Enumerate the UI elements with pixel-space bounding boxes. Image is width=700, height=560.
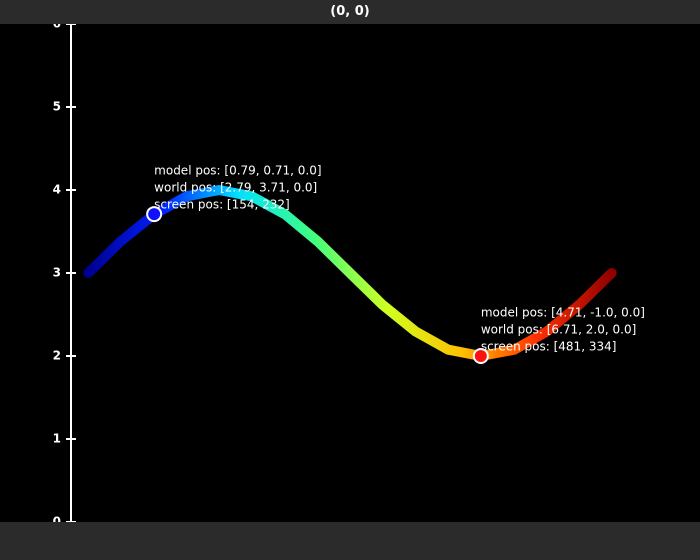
marker-label: screen pos: [154, 232] — [154, 198, 290, 212]
marker-label: model pos: [4.71, -1.0, 0.0] — [481, 306, 645, 320]
marker-label: model pos: [0.79, 0.71, 0.0] — [154, 164, 321, 178]
marker — [472, 348, 489, 364]
y-tick-label: 1 — [53, 432, 61, 446]
marker — [146, 206, 163, 223]
y-tick-label: 5 — [53, 100, 61, 114]
marker-label: world pos: [2.79, 3.71, 0.0] — [154, 181, 317, 195]
window-title: (0, 0) — [0, 0, 700, 24]
marker-label: world pos: [6.71, 2.0, 0.0] — [481, 323, 636, 337]
canvas: 0 1 2 3 4 5 6 model pos: [0.79, 0.71, 0.0] world… — [0, 24, 700, 522]
y-tick-label: 0 — [53, 515, 61, 523]
y-tick-label: 2 — [53, 349, 61, 363]
marker-label: screen pos: [481, 334] — [481, 340, 617, 354]
curve — [83, 185, 617, 361]
y-tick-label: 4 — [53, 183, 61, 197]
y-tick-label: 3 — [53, 266, 61, 280]
y-tick-label: 6 — [53, 24, 61, 31]
